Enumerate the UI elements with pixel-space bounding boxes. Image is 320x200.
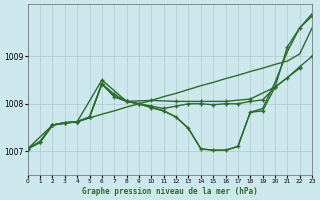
X-axis label: Graphe pression niveau de la mer (hPa): Graphe pression niveau de la mer (hPa) <box>82 187 258 196</box>
